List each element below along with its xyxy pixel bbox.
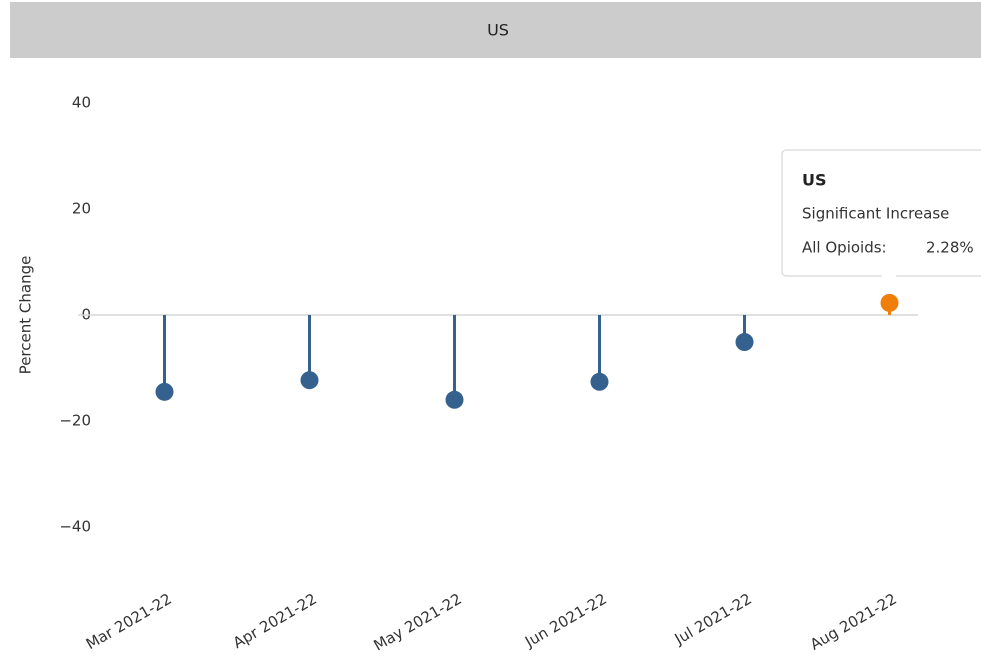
x-tick-label: Apr 2021-22 <box>230 590 320 652</box>
title-bar <box>10 2 981 58</box>
dot <box>300 371 319 390</box>
tooltip-pointer <box>881 275 897 284</box>
y-tick-label: 40 <box>72 94 91 112</box>
x-tick-label: Jul 2021-22 <box>671 590 755 649</box>
tooltip-title: US <box>802 171 827 190</box>
y-tick-label: −20 <box>59 412 91 430</box>
x-tick-label: Jun 2021-22 <box>521 590 610 652</box>
tooltip-box <box>781 149 981 277</box>
tooltip-label: All Opioids: <box>802 239 887 257</box>
dot <box>590 372 609 391</box>
dot <box>880 293 899 312</box>
x-tick-label: Aug 2021-22 <box>807 590 900 654</box>
dot <box>735 333 754 352</box>
tooltip-status: Significant Increase <box>802 205 949 223</box>
chart-title: US <box>487 21 509 40</box>
tooltip: US Significant Increase All Opioids: 2.28% <box>781 149 981 284</box>
y-tick-label: −40 <box>59 518 91 536</box>
y-axis-label: Percent Change <box>17 256 35 375</box>
tooltip-value: 2.28% <box>926 239 974 257</box>
dot <box>445 390 464 409</box>
dot <box>155 382 174 401</box>
y-tick-label: 20 <box>72 200 91 218</box>
x-tick-label: May 2021-22 <box>370 590 464 655</box>
x-tick-label: Mar 2021-22 <box>83 590 175 653</box>
